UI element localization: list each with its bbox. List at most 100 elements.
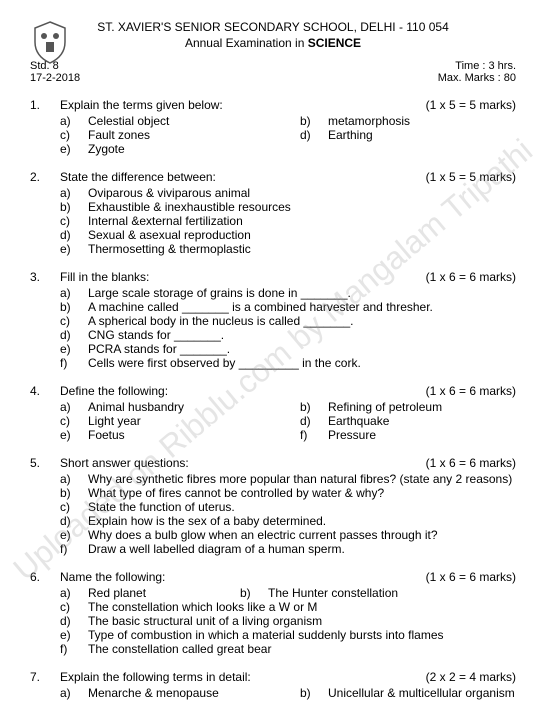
question-text: Define the following: [60,384,406,398]
option-label: a) [60,186,88,200]
exam-title: Annual Examination in SCIENCE [30,36,516,50]
question-number: 2. [30,170,60,256]
question-number: 5. [30,456,60,556]
question-text: Explain the following terms in detail: [60,670,406,684]
option-text: A spherical body in the nucleus is calle… [88,314,354,328]
option-text: Earthquake [328,414,516,428]
option-label: b) [60,486,88,500]
option-text: Large scale storage of grains is done in… [88,286,351,300]
question-marks: (2 x 2 = 4 marks) [426,670,516,684]
option-label: c) [60,414,88,428]
option-text: What type of fires cannot be controlled … [88,486,384,500]
option-text: Internal &external fertilization [88,214,243,228]
option-text: Fault zones [88,128,300,142]
option-label: d) [60,328,88,342]
option-text: Animal husbandry [88,400,300,414]
option-label: a) [60,586,88,600]
question-1: 1. Explain the terms given below: (1 x 5… [30,98,516,156]
question-2: 2. State the difference between: (1 x 5 … [30,170,516,256]
option-text: Sexual & asexual reproduction [88,228,251,242]
exam-prefix: Annual Examination in [185,36,308,50]
question-marks: (1 x 6 = 6 marks) [426,570,516,584]
option-label: c) [60,600,88,614]
option-text: Oviparous & viviparous animal [88,186,250,200]
option-label: c) [60,128,88,142]
question-6: 6. Name the following: (1 x 6 = 6 marks)… [30,570,516,656]
option-label: e) [60,528,88,542]
option-text: A machine called _______ is a combined h… [88,300,433,314]
question-text: Short answer questions: [60,456,406,470]
question-number: 3. [30,270,60,370]
option-label: f) [60,642,88,656]
school-name: ST. XAVIER'S SENIOR SECONDARY SCHOOL, DE… [30,20,516,34]
option-text: PCRA stands for _______. [88,342,230,356]
option-text: Earthing [328,128,516,142]
question-marks: (1 x 6 = 6 marks) [426,270,516,284]
option-label: b) [300,400,328,414]
option-label: f) [60,542,88,556]
option-text: Celestial object [88,114,300,128]
option-label: a) [60,114,88,128]
option-text: Exhaustible & inexhaustible resources [88,200,291,214]
option-label: b) [300,686,328,700]
option-text: Menarche & menopause [88,686,300,700]
option-label: d) [300,414,328,428]
question-marks: (1 x 6 = 6 marks) [426,456,516,470]
option-text: Thermosetting & thermoplastic [88,242,251,256]
marks-label: Max. Marks : 80 [438,72,516,84]
option-text: Foetus [88,428,300,442]
question-number: 4. [30,384,60,442]
option-text: Pressure [328,428,516,442]
question-text: Fill in the blanks: [60,270,406,284]
option-text: The Hunter constellation [268,586,516,600]
option-text: Refining of petroleum [328,400,516,414]
option-text: Unicellular & multicellular organism [328,686,516,700]
option-text: Zygote [88,142,300,156]
option-text: Why are synthetic fibres more popular th… [88,472,512,486]
option-text: Type of combustion in which a material s… [88,628,444,642]
date-label: 17-2-2018 [30,72,80,84]
option-label: a) [60,472,88,486]
option-text: The basic structural unit of a living or… [88,614,322,628]
subject-name: SCIENCE [308,36,361,50]
option-text: CNG stands for _______. [88,328,224,342]
option-label: b) [300,114,328,128]
question-text: Name the following: [60,570,406,584]
option-text: Why does a bulb glow when an electric cu… [88,528,438,542]
question-marks: (1 x 6 = 6 marks) [426,384,516,398]
option-label: d) [60,228,88,242]
option-label: d) [60,614,88,628]
option-text: Red planet [88,586,240,600]
question-3: 3. Fill in the blanks: (1 x 6 = 6 marks)… [30,270,516,370]
option-label: d) [300,128,328,142]
meta-row-2: 17-2-2018 Max. Marks : 80 [30,72,516,84]
option-text: Draw a well labelled diagram of a human … [88,542,345,556]
option-label: f) [300,428,328,442]
option-label: f) [60,356,88,370]
question-marks: (1 x 5 = 5 marks) [426,170,516,184]
option-label: a) [60,400,88,414]
option-text: metamorphosis [328,114,516,128]
option-text: The constellation which looks like a W o… [88,600,317,614]
option-text: Explain how is the sex of a baby determi… [88,514,326,528]
meta-row-1: Std. 8 Time : 3 hrs. [30,60,516,72]
question-marks: (1 x 5 = 5 marks) [426,98,516,112]
question-number: 6. [30,570,60,656]
option-text: Light year [88,414,300,428]
school-logo-icon [30,20,70,65]
option-label: b) [60,300,88,314]
time-label: Time : 3 hrs. [455,60,516,72]
option-text: The constellation called great bear [88,642,271,656]
question-5: 5. Short answer questions: (1 x 6 = 6 ma… [30,456,516,556]
option-label: c) [60,314,88,328]
document-header: ST. XAVIER'S SENIOR SECONDARY SCHOOL, DE… [30,20,516,50]
option-label: b) [240,586,268,600]
option-text: State the function of uterus. [88,500,235,514]
question-number: 1. [30,98,60,156]
option-label: a) [60,286,88,300]
option-label: b) [60,200,88,214]
option-label: d) [60,514,88,528]
question-text: Explain the terms given below: [60,98,406,112]
question-4: 4. Define the following: (1 x 6 = 6 mark… [30,384,516,442]
option-label: e) [60,142,88,156]
